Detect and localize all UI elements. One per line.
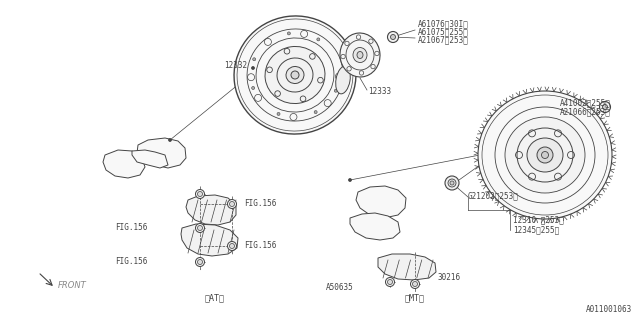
Circle shape: [410, 279, 419, 289]
Circle shape: [195, 189, 205, 198]
Circle shape: [277, 112, 280, 116]
Circle shape: [349, 179, 351, 181]
Polygon shape: [103, 150, 145, 178]
Ellipse shape: [336, 66, 350, 94]
Text: FIG.156: FIG.156: [116, 258, 148, 267]
Ellipse shape: [234, 16, 356, 134]
Circle shape: [317, 38, 320, 41]
Text: 〈MT〉: 〈MT〉: [405, 293, 425, 302]
Text: A011001063: A011001063: [586, 305, 632, 314]
Circle shape: [230, 244, 234, 249]
Circle shape: [287, 32, 291, 35]
Text: A61075〈255〉: A61075〈255〉: [418, 28, 469, 36]
Circle shape: [195, 258, 205, 267]
Circle shape: [252, 86, 255, 90]
Text: G21202〈253〉: G21202〈253〉: [468, 191, 519, 201]
Circle shape: [387, 31, 399, 43]
Text: FRONT: FRONT: [58, 282, 87, 291]
Text: 12333: 12333: [368, 87, 391, 97]
Text: 30216: 30216: [438, 274, 461, 283]
Circle shape: [227, 199, 237, 209]
Text: A50635: A50635: [326, 284, 354, 292]
Circle shape: [600, 101, 611, 113]
Circle shape: [195, 223, 205, 233]
Ellipse shape: [505, 117, 585, 193]
Ellipse shape: [541, 151, 548, 158]
Circle shape: [602, 105, 607, 109]
Text: FIG.156: FIG.156: [244, 242, 276, 251]
Ellipse shape: [265, 46, 325, 104]
Polygon shape: [350, 213, 400, 240]
Circle shape: [227, 242, 237, 251]
Circle shape: [253, 58, 256, 61]
Circle shape: [387, 279, 392, 284]
Polygon shape: [356, 186, 406, 218]
Ellipse shape: [353, 47, 367, 62]
Circle shape: [252, 67, 255, 69]
Circle shape: [314, 111, 317, 114]
Text: 12310 〈253〉: 12310 〈253〉: [513, 215, 564, 225]
Ellipse shape: [291, 71, 299, 79]
Polygon shape: [186, 195, 236, 225]
Text: 12332: 12332: [224, 61, 247, 70]
Circle shape: [385, 277, 394, 286]
Text: A21066〈253〉: A21066〈253〉: [560, 108, 611, 116]
Circle shape: [448, 179, 456, 187]
Circle shape: [445, 176, 459, 190]
Circle shape: [198, 260, 202, 265]
Text: 〈AT〉: 〈AT〉: [205, 293, 225, 302]
Text: 12345〈255〉: 12345〈255〉: [513, 226, 559, 235]
Polygon shape: [137, 138, 186, 168]
Text: A61076、30I】: A61076、30I】: [418, 20, 469, 28]
Text: FIG.156: FIG.156: [116, 223, 148, 233]
Circle shape: [198, 191, 202, 196]
Polygon shape: [378, 254, 436, 280]
Text: A21067〈253〉: A21067〈253〉: [418, 36, 469, 44]
Circle shape: [413, 282, 417, 286]
Text: FIG.156: FIG.156: [244, 199, 276, 209]
Ellipse shape: [537, 147, 553, 163]
Ellipse shape: [478, 91, 612, 219]
Circle shape: [390, 35, 396, 39]
Circle shape: [230, 202, 234, 206]
Circle shape: [198, 226, 202, 230]
Polygon shape: [132, 150, 168, 168]
Ellipse shape: [286, 67, 304, 84]
Circle shape: [334, 89, 337, 92]
Polygon shape: [181, 224, 238, 256]
Circle shape: [168, 139, 172, 141]
Circle shape: [450, 181, 454, 185]
Ellipse shape: [357, 52, 363, 59]
Ellipse shape: [340, 33, 380, 77]
Text: A41002〈255〉: A41002〈255〉: [560, 99, 611, 108]
Ellipse shape: [527, 138, 563, 172]
